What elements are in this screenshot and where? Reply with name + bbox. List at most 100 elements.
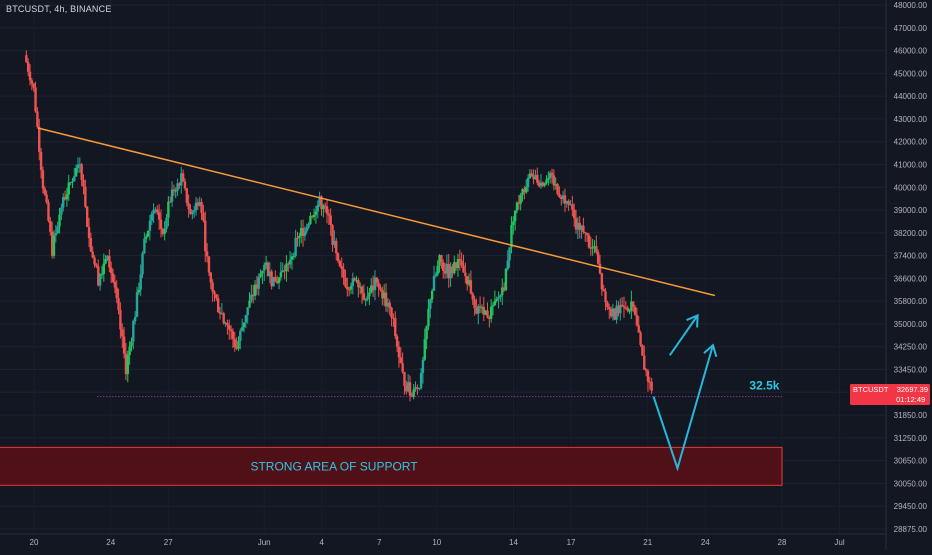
candle-body (52, 235, 56, 256)
candle-body (174, 190, 177, 192)
candle-body (89, 237, 93, 252)
candle-body (504, 269, 508, 291)
candle-body (595, 246, 598, 253)
candle-body (198, 202, 201, 206)
candle-body (410, 395, 414, 397)
candle-body (370, 285, 373, 293)
candle-body (257, 277, 260, 289)
candle-body (261, 270, 264, 274)
time-axis[interactable]: 20 24 27 Jun 4 7 10 14 17 21 24 28 Jul (0, 533, 886, 547)
price-tick-label: 41000.00 (894, 160, 928, 169)
candle-body (60, 207, 63, 215)
candle-body (133, 316, 137, 322)
candle-body (137, 289, 141, 293)
candle-body (489, 306, 493, 319)
candle-body (362, 293, 366, 300)
price-tick-label: 31850.00 (894, 411, 928, 420)
candle-body (401, 363, 404, 372)
candle-body (62, 197, 65, 208)
candle-body (508, 247, 511, 261)
candle-body (109, 267, 113, 274)
candle-body (403, 371, 406, 386)
candle-body (183, 181, 187, 189)
candle-body (270, 271, 273, 287)
time-tick-label: 20 (30, 538, 39, 547)
candle-body (423, 339, 426, 360)
candle-body (178, 183, 181, 186)
candle-body (624, 307, 628, 309)
candle-body (34, 87, 37, 112)
candle-body (622, 306, 626, 308)
candle-body (312, 214, 316, 217)
candle-body (115, 287, 118, 299)
candle-body (574, 218, 578, 230)
candle-body (593, 246, 596, 248)
time-tick-label: 27 (164, 538, 173, 547)
candle-body (506, 260, 509, 270)
candle-body (589, 247, 592, 249)
price-tick-label: 39000.00 (894, 206, 928, 215)
candle-body (170, 189, 174, 202)
candle-body (331, 225, 334, 245)
candle-body (619, 304, 622, 314)
candle-body (263, 264, 266, 271)
candle-body (113, 281, 117, 288)
candle-body (277, 277, 281, 284)
last-price-badge: BTCUSDT 32697.39 01:12:49 (850, 383, 930, 405)
candle-body (228, 325, 231, 330)
candle-body (416, 387, 419, 389)
price-tick-label: 40000.00 (894, 183, 928, 192)
candle-body (268, 271, 272, 277)
candle-body (185, 188, 189, 203)
candles (25, 50, 653, 402)
candle-body (502, 287, 506, 291)
candle-body (296, 237, 299, 239)
badge-symbol: BTCUSDT (853, 385, 889, 394)
projection-arrow-down-up[interactable] (652, 344, 714, 472)
candle-body (69, 182, 72, 184)
time-tick-label: 7 (377, 538, 382, 547)
candle-body (255, 284, 259, 289)
candle-body (632, 301, 635, 307)
candle-body (567, 200, 570, 205)
candle-body (633, 306, 637, 315)
candle-body (299, 228, 303, 236)
resistance-trendline[interactable] (37, 127, 716, 297)
candle-body (108, 255, 111, 268)
candle-body (572, 209, 576, 219)
candle-body (569, 204, 572, 206)
candle-body (395, 336, 399, 347)
candle-body (215, 294, 218, 299)
candle-body (353, 278, 356, 281)
candle-body (143, 238, 146, 254)
candle-body (364, 299, 367, 301)
candle-body (445, 263, 449, 274)
candle-body (545, 179, 548, 184)
candle-body (447, 263, 450, 279)
price-tick-label: 34250.00 (894, 343, 928, 352)
price-tick-label: 43000.00 (894, 115, 928, 124)
candle-body (141, 253, 144, 275)
candle-body (106, 255, 109, 259)
level-label: 32.5k (749, 379, 779, 393)
candle-body (390, 307, 393, 318)
candle-body (207, 256, 211, 273)
candle-body (591, 247, 594, 249)
candle-body (84, 186, 87, 207)
projection-arrow-up[interactable] (668, 314, 699, 356)
candle-body (517, 202, 521, 204)
candle-body (543, 183, 546, 186)
price-tick-label: 45000.00 (894, 69, 928, 78)
candle-body (220, 313, 224, 315)
candle-body (30, 80, 34, 84)
candle-body (344, 277, 347, 287)
candle-body (608, 307, 611, 310)
candle-body (229, 329, 233, 332)
price-tick-label: 37400.00 (894, 252, 928, 261)
price-tick-label: 35800.00 (894, 297, 928, 306)
candle-body (67, 182, 70, 195)
price-axis[interactable]: 48000.00 47000.00 46000.00 45000.00 44000.00… (885, 0, 928, 550)
time-tick-label: 24 (701, 538, 710, 547)
